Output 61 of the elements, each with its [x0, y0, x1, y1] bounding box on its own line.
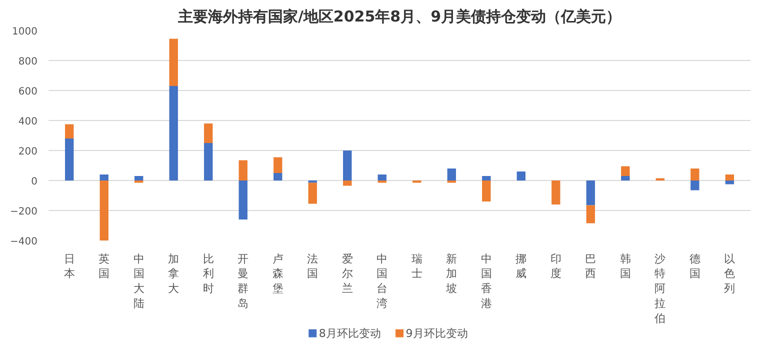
bar: [343, 150, 352, 180]
bar: [274, 173, 282, 180]
bar: [552, 180, 560, 204]
bar: [621, 176, 630, 180]
chart-title: 主要海外持有国家/地区2025年8月、9月美债持仓变动（亿美元）: [176, 8, 622, 26]
x-tick-label: 德国: [689, 252, 700, 280]
bar: [204, 124, 213, 143]
x-tick-label: 卢森堡: [272, 252, 284, 296]
bar: [447, 168, 456, 180]
bar: [482, 176, 491, 180]
x-tick-label: 韩国: [620, 252, 631, 280]
bar: [204, 143, 213, 180]
bar: [621, 166, 630, 176]
bar: [65, 124, 74, 138]
y-tick-label: −400: [10, 236, 38, 248]
x-tick-label: 开曼群岛: [238, 252, 249, 310]
y-tick-label: 800: [18, 56, 38, 68]
x-tick-label: 中国台湾: [376, 252, 388, 310]
y-tick-label: 400: [18, 116, 38, 128]
bar: [516, 172, 526, 180]
x-tick-label: 以色列: [724, 252, 736, 296]
x-tick-label: 比利时: [202, 252, 214, 296]
bar: [238, 160, 248, 180]
bar: [169, 86, 178, 180]
x-tick-label: 沙特阿拉伯: [654, 252, 666, 326]
bar: [378, 174, 386, 180]
bar: [690, 180, 700, 190]
x-tick-label: 巴西: [585, 252, 596, 280]
x-tick-label: 印度: [550, 252, 562, 280]
bar: [586, 205, 595, 224]
legend-label: 8月环比变动: [318, 326, 381, 340]
bar: [238, 180, 248, 220]
x-tick-label: 中国香港: [480, 252, 492, 310]
bar: [169, 38, 178, 86]
bar: [482, 180, 491, 202]
y-tick-label: 600: [18, 86, 38, 98]
y-tick-label: 0: [31, 176, 38, 188]
x-tick-label: 日本: [64, 252, 75, 280]
x-tick-label: 新加坡: [445, 252, 458, 296]
bar: [725, 174, 734, 180]
bar: [308, 182, 317, 204]
x-tick-label: 挪威: [516, 252, 527, 280]
bar: [586, 180, 595, 206]
y-tick-label: 1000: [12, 26, 38, 38]
bar: [343, 180, 352, 186]
x-tick-label: 瑞士: [411, 252, 422, 280]
x-tick-label: 加拿大: [168, 252, 180, 296]
x-tick-label: 中国大陆: [133, 252, 144, 310]
x-tick-label: 爱尔兰: [342, 252, 353, 296]
bar: [65, 138, 74, 180]
x-tick-label: 法国: [307, 252, 318, 280]
bar: [274, 157, 282, 173]
y-tick-label: 200: [18, 146, 38, 158]
bar: [725, 180, 734, 184]
bar: [134, 176, 144, 180]
legend-label: 9月环比变动: [406, 326, 468, 340]
bar: [100, 180, 108, 240]
y-tick-label: −200: [10, 206, 38, 218]
x-tick-label: 英国: [98, 252, 110, 280]
bar: [100, 174, 108, 180]
bar: [690, 168, 700, 180]
